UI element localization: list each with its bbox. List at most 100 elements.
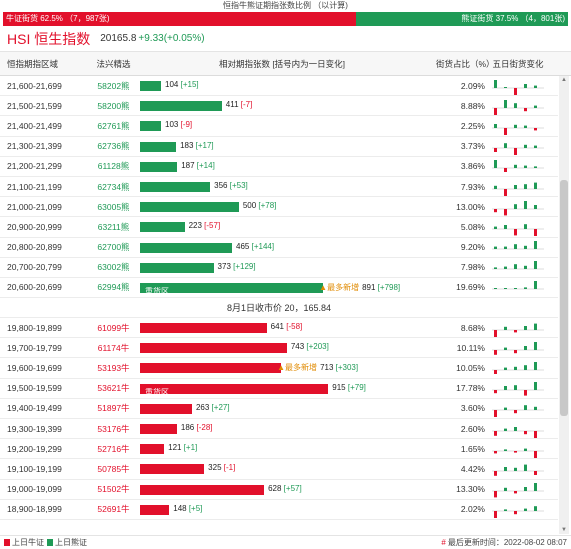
product-code-link[interactable]: 52691牛 [97, 504, 130, 515]
product-code-link[interactable]: 61099牛 [97, 322, 130, 333]
product-code-link[interactable]: 53193牛 [97, 363, 130, 374]
sparkline-bar [504, 224, 507, 229]
sparkline-bar [514, 491, 517, 494]
table-row[interactable]: 19,800-19,899 61099牛 641 [-58] 8.68% [0, 318, 558, 339]
share-cell: 3.60% [460, 403, 485, 414]
product-code-link[interactable]: 53621牛 [97, 383, 130, 394]
header-spark-label: 五日街货变化 [492, 58, 544, 69]
product-code-link[interactable]: 58200熊 [97, 100, 130, 111]
quantity-bar [140, 121, 162, 132]
scroll-down-arrow-icon[interactable]: ▼ [561, 527, 567, 533]
bar-value-label: 500 [+78] [243, 201, 277, 210]
bar-value-label: 465 [+144] [236, 242, 274, 251]
product-code-link[interactable]: 51897牛 [97, 403, 130, 414]
table-row[interactable]: 19,700-19,799 61174牛 743 [+203] 10.11% [0, 338, 558, 359]
product-code-link[interactable]: 62734熊 [97, 181, 130, 192]
table-row[interactable]: 19,100-19,199 50785牛 325 [-1] 4.42% [0, 459, 558, 480]
bar-cell: 743 [+203] [138, 338, 426, 357]
product-code-link[interactable]: 58202熊 [97, 80, 130, 91]
sparkline-bar [534, 166, 537, 169]
most-new-badge: ▲最多新增 [277, 363, 318, 373]
bar-value-label: 641 [-58] [271, 322, 303, 331]
table-row[interactable]: 21,000-21,099 63005熊 500 [+78] 13.00% [0, 197, 558, 218]
sparkline-bar [494, 208, 497, 212]
five-day-sparkline [492, 123, 544, 135]
share-cell: 7.93% [460, 181, 485, 192]
table-row[interactable]: 21,100-21,199 62734熊 356 [+53] 7.93% [0, 177, 558, 198]
product-code-link[interactable]: 61174牛 [97, 342, 130, 353]
sparkline-bar [534, 470, 537, 475]
table-row[interactable]: 19,500-19,599 53621牛 重货区 915 [+79] 17.78% [0, 379, 558, 399]
five-day-sparkline [492, 79, 544, 95]
daily-change-value: [-57] [204, 221, 221, 231]
sparkline-bar [534, 506, 537, 512]
quantity-bar: 重货区 [140, 383, 329, 397]
scrollbar[interactable]: ▲ ▼ [559, 76, 569, 534]
range-cell: 21,300-21,399 [7, 141, 62, 152]
scroll-thumb[interactable] [560, 180, 568, 416]
product-code-link[interactable]: 62761熊 [97, 120, 130, 131]
quantity-bar [140, 242, 233, 253]
bar-value-label: 373 [+129] [218, 262, 256, 271]
sparkline-bar [494, 511, 497, 519]
sparkline-bar [504, 449, 507, 451]
sparkline-bar [524, 448, 527, 451]
table-row[interactable]: 20,800-20,899 62700熊 465 [+144] 9.20% [0, 238, 558, 258]
product-code-link[interactable]: 62994熊 [97, 282, 130, 293]
scroll-up-arrow-icon[interactable]: ▲ [561, 77, 567, 83]
table-row[interactable]: 21,200-21,299 61128熊 187 [+14] 3.86% [0, 157, 558, 177]
product-code-link[interactable]: 61128熊 [97, 161, 130, 172]
bar-cell: 628 [+57] [138, 480, 426, 499]
product-code-link[interactable]: 62736熊 [97, 141, 130, 152]
sparkline-bar [524, 144, 527, 149]
table-row[interactable]: 21,500-21,599 58200熊 411 [-7] 8.88% [0, 96, 558, 117]
table-row[interactable]: 19,200-19,299 52716牛 121 [+1] 1.65% [0, 439, 558, 460]
share-cell: 3.73% [460, 141, 485, 152]
product-code-link[interactable]: 63002熊 [97, 262, 130, 273]
table-row[interactable]: 18,900-18,999 52691牛 148 [+5] 2.02% [0, 500, 558, 520]
sparkline-bar [514, 124, 517, 128]
table-row[interactable]: 20,700-20,799 63002熊 373 [+129] 7.98% [0, 258, 558, 278]
sparkline-bar [494, 430, 497, 436]
product-code-link[interactable]: 51502牛 [97, 484, 130, 495]
count-value: 186 [180, 423, 197, 432]
product-code-link[interactable]: 62700熊 [97, 242, 130, 253]
range-cell: 20,900-20,999 [7, 221, 62, 232]
five-day-sparkline [492, 426, 544, 438]
sparkline-cell [488, 217, 548, 236]
table-row[interactable]: 19,000-19,099 51502牛 628 [+57] 13.30% [0, 480, 558, 500]
product-code-link[interactable]: 53176牛 [97, 423, 130, 434]
daily-change-value: [+79] [347, 382, 366, 392]
table-row[interactable]: 19,400-19,499 51897牛 263 [+27] 3.60% [0, 399, 558, 419]
count-value: 223 [188, 221, 205, 231]
table-row[interactable]: 19,300-19,399 53176牛 186 [-28] 2.60% [0, 419, 558, 440]
quantity-bar [140, 464, 205, 475]
sparkline-bar [524, 430, 527, 434]
sparkline-bar [494, 185, 497, 189]
sparkline-bar [504, 347, 507, 350]
count-value: 641 [270, 322, 287, 332]
sparkline-bar [514, 366, 517, 371]
five-day-sparkline [492, 261, 544, 270]
product-code-link[interactable]: 63211熊 [97, 221, 130, 232]
table-row[interactable]: 20,900-20,999 63211熊 223 [-57] 5.08% [0, 217, 558, 238]
product-code-link[interactable]: 50785牛 [97, 463, 130, 474]
table-row[interactable]: 19,600-19,699 53193牛 ▲最多新增 713 [+303] 10.05% [0, 358, 558, 379]
range-cell: 21,200-21,299 [7, 161, 62, 172]
range-cell: 19,300-19,399 [7, 423, 62, 434]
bar-value-label: 325 [-1] [208, 463, 235, 472]
sparkline-bar [534, 407, 537, 411]
product-code-link[interactable]: 52716牛 [97, 443, 130, 454]
product-code-link[interactable]: 63005熊 [97, 201, 130, 212]
table-row[interactable]: 21,600-21,699 58202熊 104 [+15] 2.09% [0, 76, 558, 97]
table-row[interactable]: 21,300-21,399 62736熊 183 [+17] 3.73% [0, 137, 558, 157]
range-cell: 21,500-21,599 [7, 100, 62, 111]
count-value: 411 [225, 100, 241, 110]
sparkline-bar [524, 224, 527, 229]
sparkline-bar [524, 508, 527, 512]
table-row[interactable]: 21,400-21,499 62761熊 103 [-9] 2.25% [0, 116, 558, 137]
daily-change-value: [+14] [196, 160, 215, 170]
table-row[interactable]: 20,600-20,699 62994熊 重货区 ▲最多新增 891 [+798] 19.… [0, 278, 558, 299]
sparkline-bar [514, 87, 517, 95]
quantity-bar [140, 202, 239, 213]
